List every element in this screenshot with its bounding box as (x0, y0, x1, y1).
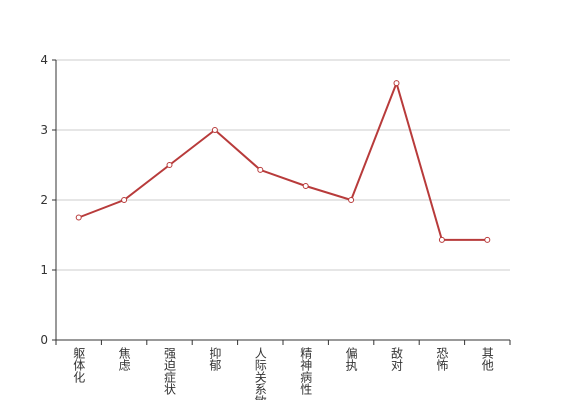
x-tick-label: 偏执 (344, 346, 358, 372)
x-tick-label: 敌对 (390, 346, 404, 371)
y-tick-label: 2 (40, 193, 48, 207)
x-tick-label: 焦虑 (117, 347, 131, 371)
x-tick-label: 强迫症状 (163, 347, 177, 395)
point (302, 183, 309, 189)
y-tick-label: 4 (40, 53, 48, 67)
y-tick-label: 1 (40, 263, 48, 277)
x-tick-label: 人际关系敏感 (253, 347, 267, 400)
x-tick-label: 躯体化 (72, 346, 86, 384)
point (484, 236, 491, 243)
point (75, 214, 82, 221)
line (78, 79, 488, 241)
x-tick-label: 精神病性 (299, 347, 313, 396)
point (121, 197, 128, 203)
point (211, 127, 218, 133)
point (166, 162, 173, 168)
point (438, 236, 445, 243)
x-tick-label: 恐怖 (435, 347, 449, 371)
point (348, 197, 355, 203)
point (257, 166, 264, 173)
point (393, 80, 400, 87)
x-tick-label: 抑郁 (208, 346, 222, 372)
y-tick-label: 0 (40, 333, 48, 347)
x-tick-label: 其他 (480, 347, 494, 371)
y-tick-label: 3 (40, 123, 48, 137)
